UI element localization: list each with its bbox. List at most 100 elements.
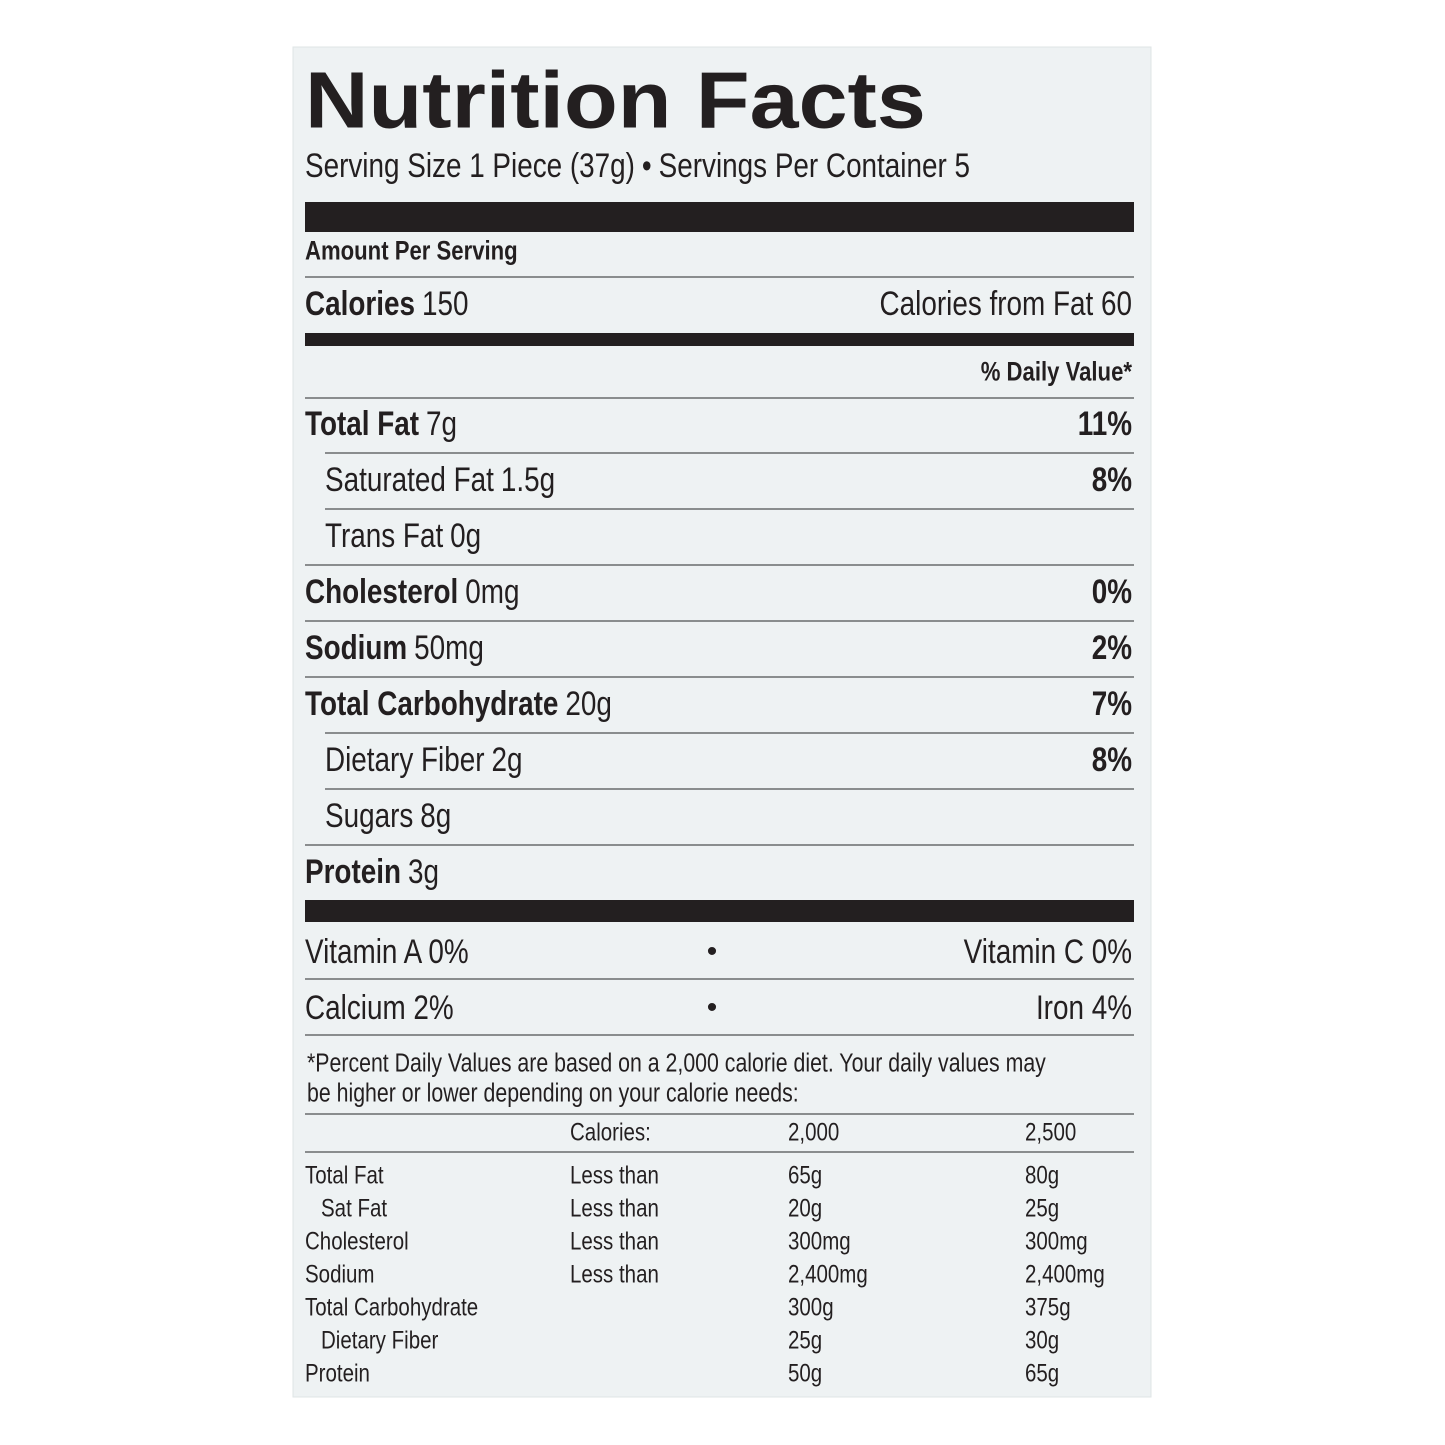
nutrient-row: Saturated Fat 1.5g [325,460,555,498]
ref-name: Sodium [305,1260,375,1288]
nutrient-dv: 8% [1092,740,1132,778]
text-part: Protein [305,1359,370,1387]
nutrient-dv: 8% [1092,460,1132,498]
text-part: 20g [788,1194,822,1222]
text-part: 375g [1025,1293,1071,1321]
text-part: Calories from Fat 60 [880,284,1132,322]
calories-label: Calories [305,284,415,322]
ref-limit: Less than [570,1161,659,1189]
text-part: 11% [1078,404,1132,442]
text-part: Dietary Fiber [321,1326,439,1354]
ref-name: Sat Fat [321,1194,388,1222]
serving-line: Serving Size 1 Piece (37g) • Servings Per … [305,146,970,184]
text-part: 65g [788,1161,822,1189]
nutrient-name: Sodium [305,628,407,666]
nutrient-amount: 0mg [465,572,519,610]
text-part: 30g [1025,1326,1059,1354]
rule-bar [305,202,1134,232]
ref-value: 25g [1025,1194,1059,1222]
nutrient-name: Trans Fat [325,516,444,554]
vitamin: Vitamin A 0% [305,932,469,970]
text-part: 2,000 [788,1118,839,1146]
text-part: Vitamin C 0% [964,932,1132,970]
ref-name: Dietary Fiber [321,1326,439,1354]
text-part: • [707,935,718,968]
ref-value: 80g [1025,1161,1059,1189]
text-part: 2,500 [1025,1118,1076,1146]
footnote: be higher or lower depending on your cal… [307,1078,799,1108]
rule-bar [305,333,1134,346]
nutrient-amount: 7g [426,404,457,442]
footnote: *Percent Daily Values are based on a 2,0… [307,1048,1046,1078]
ref-value: 50g [788,1359,822,1387]
bullet: • [707,935,718,968]
nutrient-row: Sugars 8g [325,796,451,834]
nutrient-dv: 0% [1092,572,1132,610]
amount-per-serving: Amount Per Serving [305,236,518,266]
nutrient-name: Dietary Fiber [325,740,485,778]
text-part: % Daily Value* [981,357,1133,387]
ref-name: Total Carbohydrate [305,1293,478,1321]
vitamin: Vitamin C 0% [964,932,1132,970]
text-part: Amount Per Serving [305,236,518,266]
ref-value: 2,400mg [788,1260,868,1288]
nutrient-name: Cholesterol [305,572,458,610]
text-part: 2,400mg [788,1260,868,1288]
nutrient-name: Saturated Fat [325,460,494,498]
nutrient-amount: 50mg [414,628,484,666]
text-part: Calcium 2% [305,988,454,1026]
ref-value: 65g [788,1161,822,1189]
nutrient-name: Protein [305,852,401,890]
text-part: Total Carbohydrate [305,1293,478,1321]
title: Nutrition Facts [305,55,926,144]
ref-value: 30g [1025,1326,1059,1354]
text-part: 25g [788,1326,822,1354]
text-part: 80g [1025,1161,1059,1189]
bullet: • [707,991,718,1024]
text-part: 7% [1092,684,1132,722]
calories-from-fat: Calories from Fat 60 [880,284,1132,322]
text-part: be higher or lower depending on your cal… [307,1078,799,1108]
text-part: 2,400mg [1025,1260,1105,1288]
daily-value-header: % Daily Value* [981,357,1133,387]
text-part: Less than [570,1260,659,1288]
text-part: Less than [570,1194,659,1222]
label-panel [292,46,1152,1398]
ref-limit: Less than [570,1260,659,1288]
calories: Calories 150 [305,284,468,322]
vitamin: Calcium 2% [305,988,454,1026]
nutrient-row: Trans Fat 0g [325,516,481,554]
nutrient-amount: 8g [420,796,451,834]
text-part: 300mg [788,1227,851,1255]
text-part: Total Fat [305,1161,384,1189]
serving-size: Serving Size 1 Piece (37g) [305,146,635,184]
ref-value: 2,400mg [1025,1260,1105,1288]
nutrient-row: Cholesterol 0mg [305,572,520,610]
nutrient-amount: 3g [408,852,439,890]
text-part: 0% [1092,572,1132,610]
ref-name: Protein [305,1359,370,1387]
ref-value: 65g [1025,1359,1059,1387]
text-part: Calories: [570,1118,651,1146]
vitamin: Iron 4% [1036,988,1132,1026]
ref-name: Total Fat [305,1161,384,1189]
servings-per-container: Servings Per Container 5 [659,146,970,184]
ref-header: Calories: [570,1118,651,1146]
title: Nutrition Facts [305,55,926,144]
text-part: 2% [1092,628,1132,666]
ref-header: 2,000 [788,1118,839,1146]
ref-name: Cholesterol [305,1227,409,1255]
text-part: *Percent Daily Values are based on a 2,0… [307,1048,1046,1078]
text-part: Sat Fat [321,1194,388,1222]
text-part: 65g [1025,1359,1059,1387]
ref-value: 375g [1025,1293,1071,1321]
text-part: 50g [788,1359,822,1387]
nutrient-dv: 11% [1078,404,1132,442]
rule-bar [305,900,1134,922]
text-part: Less than [570,1161,659,1189]
text-part: Less than [570,1227,659,1255]
nutrient-row: Sodium 50mg [305,628,484,666]
ref-value: 300mg [1025,1227,1088,1255]
text-part: Vitamin A 0% [305,932,469,970]
